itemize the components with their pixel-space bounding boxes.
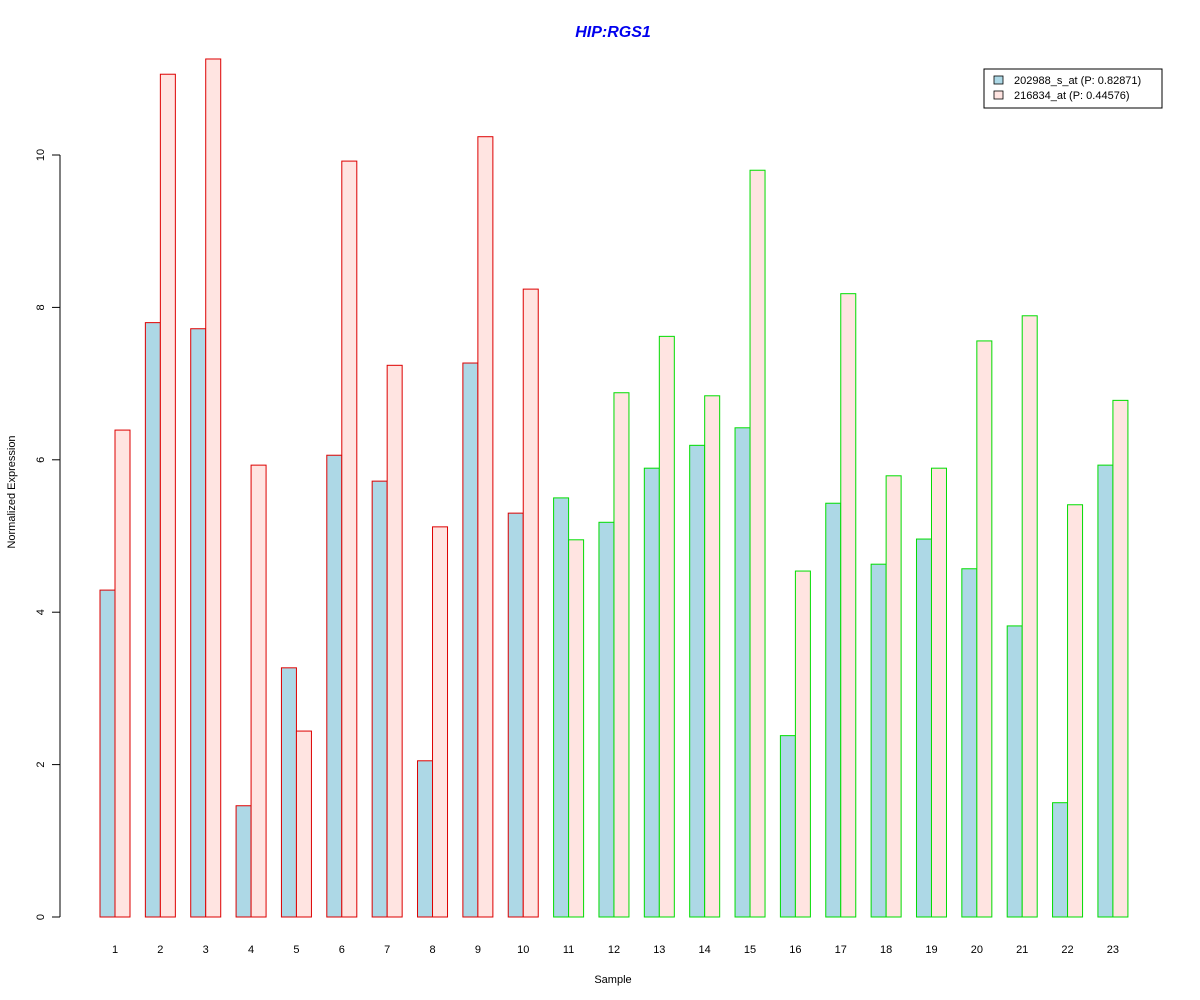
bar-sample-2-series-2 [159,73,176,918]
x-tick-label: 10 [517,944,529,956]
y-tick-label: 4 [35,609,47,615]
y-axis-label: Normalized Expression [6,435,18,548]
y-tick-label: 8 [35,304,47,310]
bar-sample-11-series-1 [553,497,570,918]
bar-sample-3-series-2 [205,58,222,918]
x-tick-label: 7 [384,944,390,956]
x-tick-label: 3 [203,944,209,956]
bar-sample-6-series-2 [341,160,358,918]
x-axis-label: Sample [594,974,631,986]
y-tick-label: 6 [35,457,47,463]
y-tick-label: 2 [35,762,47,768]
x-tick-label: 18 [880,944,892,956]
bar-sample-19-series-1 [915,538,932,918]
x-tick-label: 6 [339,944,345,956]
y-tick-label: 10 [35,149,47,161]
bar-sample-20-series-1 [961,568,978,918]
bar-sample-5-series-1 [280,667,297,918]
chart-title: HIP:RGS1 [575,24,651,41]
legend-swatch-series-1 [993,75,1004,85]
x-tick-label: 22 [1061,944,1073,956]
x-tick-label: 23 [1107,944,1119,956]
bar-sample-12-series-2 [613,392,630,918]
legend-swatch-series-2 [993,90,1004,100]
bar-sample-10-series-1 [507,512,524,918]
bar-sample-15-series-1 [734,427,751,918]
x-tick-label: 8 [429,944,435,956]
bar-sample-12-series-1 [598,521,615,918]
bar-sample-8-series-1 [417,760,434,918]
bar-sample-22-series-1 [1052,802,1069,918]
bar-sample-13-series-2 [658,335,675,918]
bar-sample-23-series-2 [1112,399,1129,918]
bars-group [99,58,1129,918]
bar-sample-5-series-2 [295,730,312,918]
legend-label-series-1: 202988_s_at (P: 0.82871) [1014,75,1141,87]
bar-sample-22-series-2 [1067,504,1084,918]
x-tick-label: 11 [563,944,574,956]
y-axis: 0 2 4 6 8 10 [35,149,61,920]
x-tick-label: 15 [744,944,756,956]
x-tick-label: 20 [971,944,983,956]
bar-sample-7-series-2 [386,364,403,918]
bar-sample-14-series-1 [689,444,706,918]
x-tick-label: 13 [653,944,665,956]
bar-sample-7-series-1 [371,480,388,918]
legend-box [983,68,1163,109]
x-axis-ticks: 1 2 3 4 5 6 7 8 9 10 11 12 13 14 15 16 17 18 19 20 21 22 23 [112,944,1119,956]
bar-sample-19-series-2 [930,467,947,918]
x-tick-label: 1 [112,944,118,956]
legend-label-series-2: 216834_at (P: 0.44576) [1014,90,1130,102]
x-tick-label: 17 [835,944,847,956]
bar-sample-21-series-1 [1006,625,1023,918]
bar-sample-11-series-2 [568,539,585,918]
bar-sample-15-series-2 [749,169,766,918]
bar-sample-4-series-1 [235,805,252,918]
bar-sample-21-series-2 [1021,315,1038,918]
bar-sample-17-series-1 [825,502,842,918]
bar-sample-16-series-2 [794,570,811,918]
x-tick-label: 14 [699,944,711,956]
x-tick-label: 19 [925,944,937,956]
bar-sample-9-series-1 [462,362,479,918]
bar-sample-18-series-1 [870,563,887,918]
x-tick-label: 5 [293,944,299,956]
x-tick-label: 2 [157,944,163,956]
bar-sample-8-series-2 [432,526,449,918]
bar-sample-23-series-1 [1097,464,1114,918]
bar-sample-1-series-2 [114,429,131,918]
x-tick-label: 21 [1016,944,1028,956]
bar-sample-20-series-2 [976,340,993,918]
bar-sample-4-series-2 [250,464,267,918]
bar-sample-2-series-1 [144,322,161,918]
x-tick-label: 16 [789,944,801,956]
x-tick-label: 9 [475,944,481,956]
y-tick-label: 0 [35,914,47,920]
bar-sample-18-series-2 [885,475,902,918]
x-tick-label: 4 [248,944,254,956]
bar-sample-10-series-2 [522,288,539,918]
bar-sample-9-series-2 [477,136,494,918]
bar-sample-1-series-1 [99,589,116,918]
bar-sample-6-series-1 [326,454,343,918]
legend: 202988_s_at (P: 0.82871) 216834_at (P: 0… [983,68,1163,109]
x-tick-label: 12 [608,944,620,956]
bar-sample-13-series-1 [643,467,660,918]
bar-sample-16-series-1 [779,735,796,918]
bar-sample-17-series-2 [840,293,857,918]
bar-sample-3-series-1 [190,328,207,918]
bar-sample-14-series-2 [704,395,721,918]
